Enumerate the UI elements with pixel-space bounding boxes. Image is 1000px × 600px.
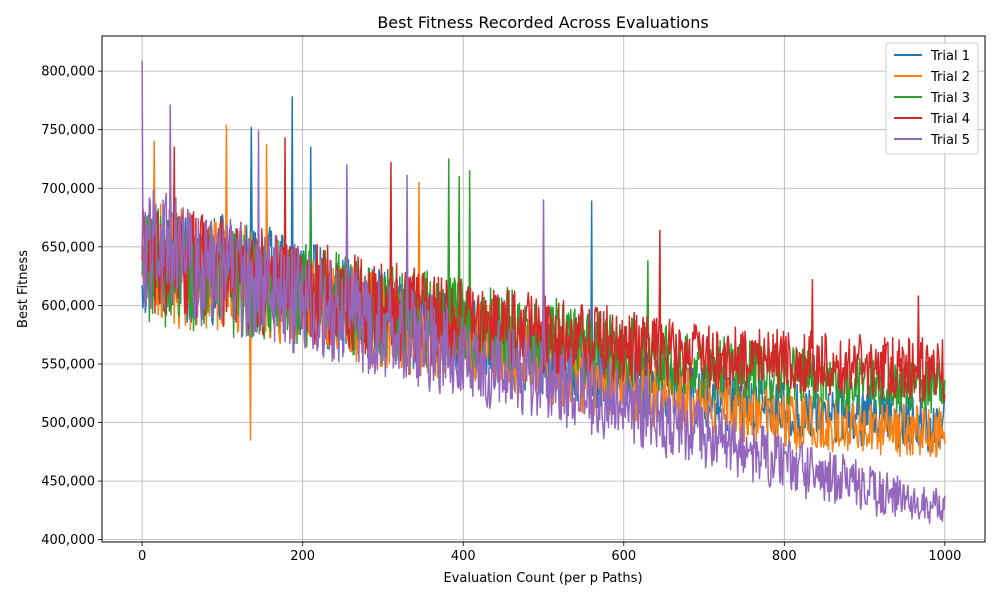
series-lines [141, 60, 946, 525]
y-tick-label: 800,000 [41, 65, 95, 80]
legend-label: Trial 1 [930, 49, 970, 64]
x-tick-label: 400 [451, 549, 476, 564]
x-tick-label: 600 [611, 549, 636, 564]
legend-label: Trial 2 [930, 70, 970, 85]
y-tick-label: 400,000 [41, 533, 95, 548]
plot-frame [101, 35, 986, 543]
y-tick-label: 750,000 [41, 123, 95, 138]
x-tick-label: 800 [772, 549, 797, 564]
x-axis-label: Evaluation Count (per p Paths) [443, 571, 642, 586]
y-tick-label: 650,000 [41, 240, 95, 255]
series-line-5 [141, 60, 946, 525]
legend-box [885, 42, 979, 155]
legend-label: Trial 4 [930, 112, 970, 127]
x-tick-label: 0 [138, 549, 146, 564]
y-axis-label: Best Fitness [16, 250, 31, 328]
x-axis: 0 200 400 600 800 1000 [138, 542, 961, 564]
y-tick-label: 550,000 [41, 357, 95, 372]
y-tick-label: 600,000 [41, 299, 95, 314]
y-tick-label: 700,000 [41, 182, 95, 197]
y-tick-label: 500,000 [41, 416, 95, 431]
x-tick-label: 200 [290, 549, 315, 564]
y-tick-label: 450,000 [41, 475, 95, 490]
legend-label: Trial 3 [930, 91, 970, 106]
legend: Trial 1 Trial 2 Trial 3 Trial 4 Trial 5 [885, 42, 979, 155]
chart-title: Best Fitness Recorded Across Evaluations [377, 13, 708, 32]
legend-label: Trial 5 [930, 133, 970, 148]
x-tick-label: 1000 [928, 549, 961, 564]
y-axis: 400,000 450,000 500,000 550,000 600,000 650,0… [41, 65, 102, 548]
